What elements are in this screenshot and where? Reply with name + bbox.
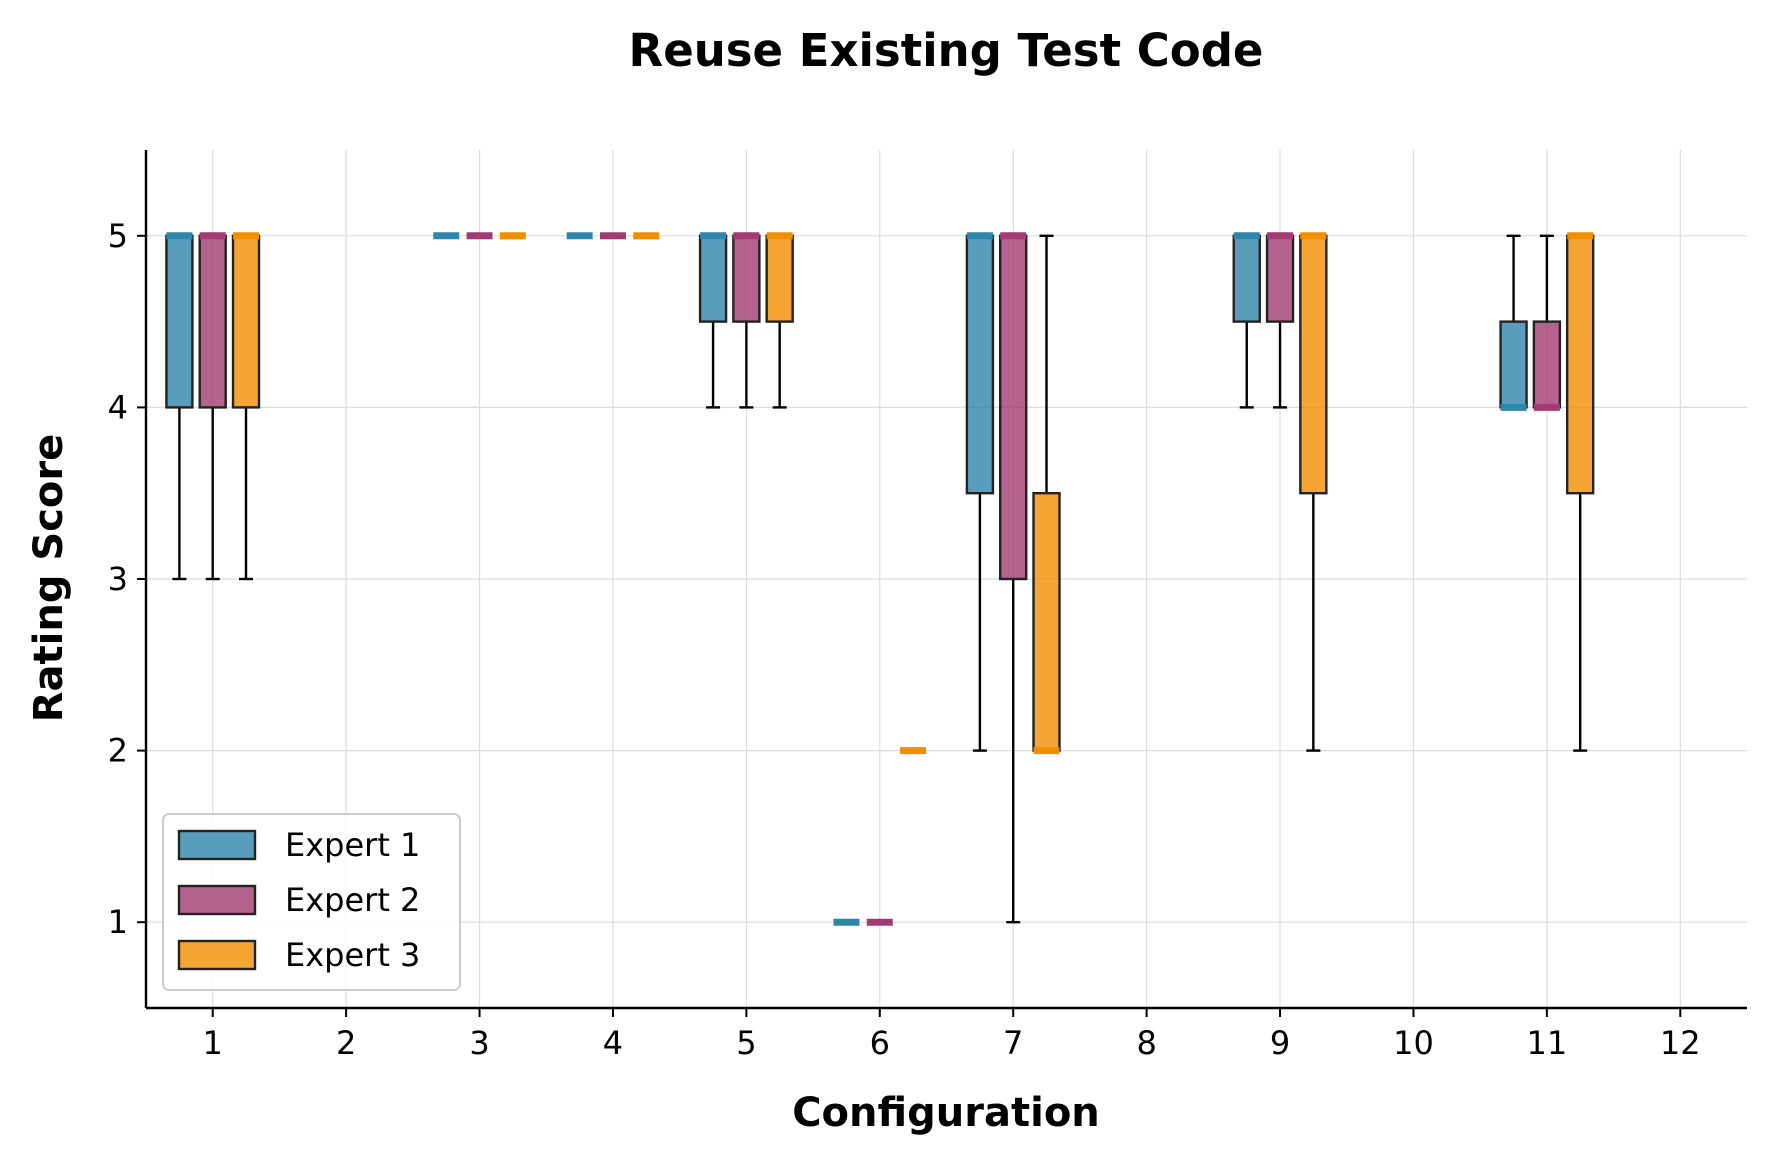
legend-swatch	[177, 939, 257, 971]
iqr-box	[1532, 320, 1562, 409]
x-tick-label: 12	[1660, 1024, 1701, 1062]
box-expert2-config-5	[732, 232, 761, 409]
x-tick-label: 7	[1003, 1024, 1023, 1062]
legend-swatch	[177, 884, 257, 916]
box-expert3-config-7	[1032, 234, 1061, 755]
box-expert1-config-9	[1232, 232, 1261, 409]
iqr-box	[698, 234, 728, 323]
legend-label: Expert 2	[285, 881, 420, 919]
x-tick-label: 5	[736, 1024, 756, 1062]
x-tick-label: 9	[1270, 1024, 1290, 1062]
box-expert1-config-1	[165, 232, 194, 581]
iqr-box	[765, 234, 794, 323]
iqr-box	[1032, 492, 1061, 752]
x-tick-label: 4	[603, 1024, 623, 1062]
x-tick-label: 1	[203, 1024, 223, 1062]
iqr-box	[1265, 234, 1295, 323]
x-tick-label: 11	[1527, 1024, 1568, 1062]
box-expert3-config-1	[231, 232, 261, 581]
box-expert3-config-11	[1565, 232, 1595, 752]
box-expert2-config-7	[999, 232, 1028, 924]
iqr-box	[1232, 234, 1261, 323]
legend-swatch	[177, 829, 257, 861]
plot-area	[165, 232, 1595, 926]
box-expert1-config-11	[1499, 234, 1528, 411]
iqr-box	[231, 234, 261, 409]
legend: Expert 1 Expert 2 Expert 3	[162, 813, 461, 991]
y-tick-label: 4	[108, 388, 128, 426]
iqr-box	[198, 234, 227, 409]
box-expert3-config-9	[1299, 232, 1328, 752]
y-tick-label: 3	[108, 560, 128, 598]
iqr-box	[732, 234, 761, 323]
iqr-box	[999, 234, 1028, 581]
iqr-box	[965, 234, 995, 495]
iqr-box	[1499, 320, 1528, 409]
y-axis-label: Rating Score	[26, 434, 72, 723]
iqr-box	[1565, 234, 1595, 495]
iqr-box	[1299, 234, 1328, 495]
y-tick-label: 1	[108, 903, 128, 941]
chart-title: Reuse Existing Test Code	[629, 24, 1264, 77]
box-expert1-config-5	[698, 232, 728, 409]
box-expert1-config-7	[965, 232, 995, 752]
iqr-box	[165, 234, 194, 409]
legend-label: Expert 3	[285, 936, 420, 974]
box-expert2-config-11	[1532, 234, 1562, 411]
x-tick-label: 3	[469, 1024, 489, 1062]
y-tick-label: 2	[108, 732, 128, 770]
x-tick-label: 8	[1136, 1024, 1156, 1062]
x-tick-label: 10	[1393, 1024, 1434, 1062]
legend-label: Expert 1	[285, 826, 420, 864]
x-axis-label: Configuration	[792, 1090, 1100, 1136]
x-tick-label: 2	[336, 1024, 356, 1062]
y-tick-label: 5	[108, 217, 128, 255]
box-expert3-config-5	[765, 232, 794, 409]
box-expert2-config-9	[1265, 232, 1295, 409]
box-expert2-config-1	[198, 232, 227, 581]
x-tick-label: 6	[870, 1024, 890, 1062]
